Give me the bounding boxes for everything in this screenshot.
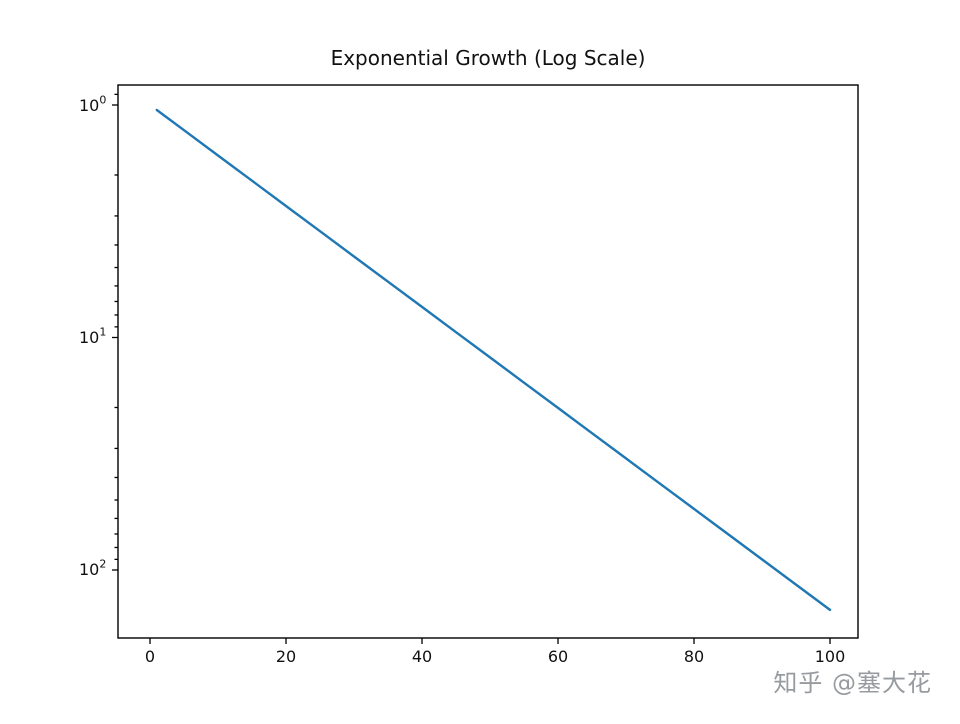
x-tick-label: 20 bbox=[276, 647, 296, 666]
y-axis-tick-labels: 100 101 102 bbox=[79, 94, 106, 580]
data-line bbox=[155, 108, 832, 612]
x-tick-label: 100 bbox=[815, 647, 846, 666]
x-tick-label: 0 bbox=[145, 647, 155, 666]
tick-marks bbox=[112, 93, 831, 644]
y-tick-label: 100 bbox=[79, 94, 106, 116]
x-tick-label: 40 bbox=[412, 647, 432, 666]
plot-area bbox=[117, 84, 859, 639]
y-tick-label: 102 bbox=[79, 558, 106, 580]
chart-title: Exponential Growth (Log Scale) bbox=[330, 46, 646, 70]
x-tick-label: 60 bbox=[548, 647, 568, 666]
x-tick-label: 80 bbox=[684, 647, 704, 666]
x-axis-tick-labels: 0 20 40 60 80 100 bbox=[145, 647, 845, 666]
watermark: 知乎 @塞大花 bbox=[773, 669, 932, 697]
y-tick-label: 101 bbox=[79, 326, 106, 348]
